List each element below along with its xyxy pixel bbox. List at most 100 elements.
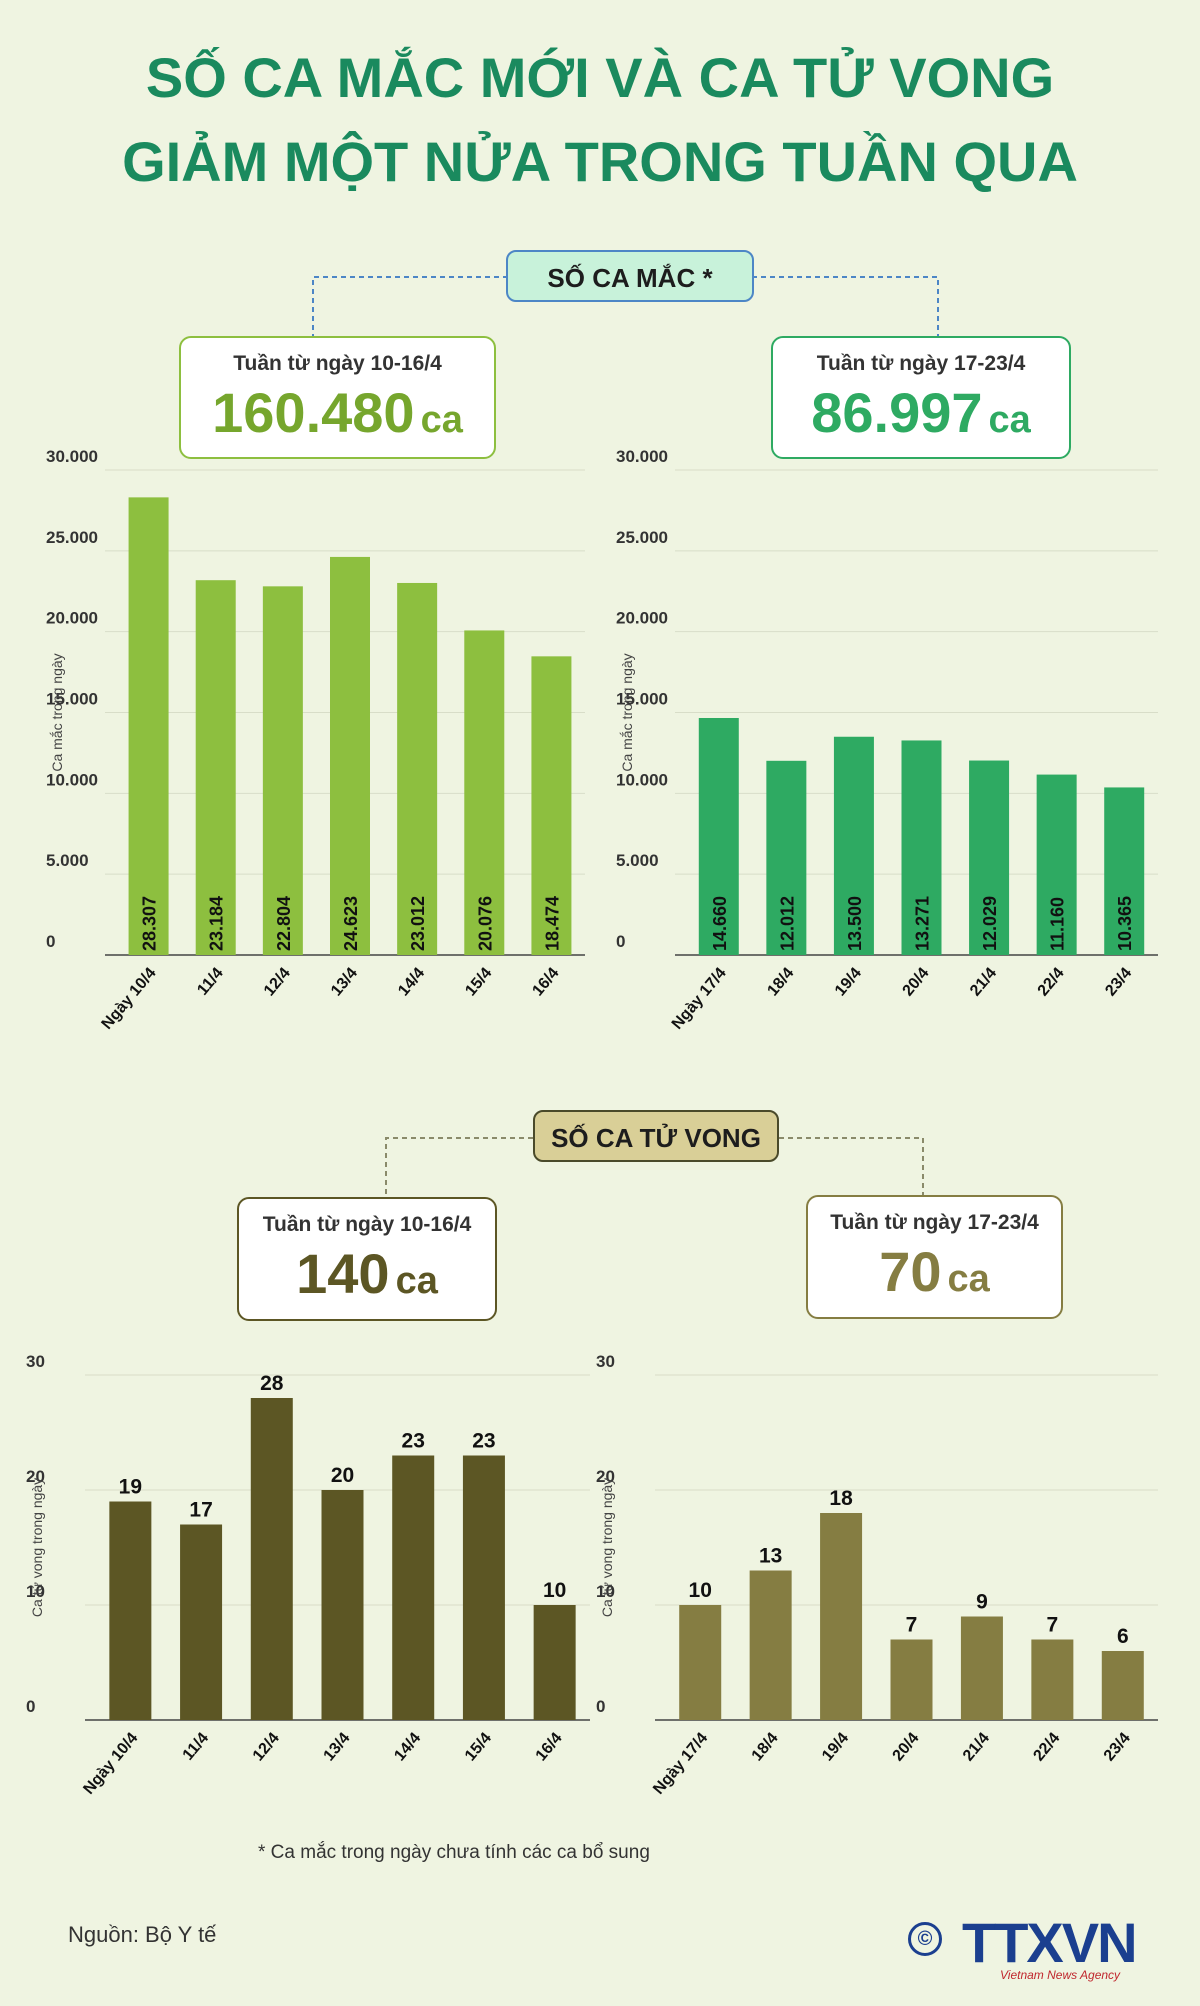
- cases-week1-total-value: 160.480: [212, 381, 415, 444]
- cases-w2-value-label: 13.500: [845, 896, 865, 951]
- cases-week1-unit: ca: [420, 399, 463, 441]
- deaths-w2-bar: [960, 1616, 1003, 1720]
- cases-w2-value-label: 12.012: [777, 896, 797, 951]
- cases-w2-category-label: 18/4: [764, 965, 797, 1000]
- y-tick-label: 20.000: [46, 609, 98, 628]
- deaths-w1-value-label: 10: [543, 1579, 566, 1602]
- y-tick-label: 25.000: [46, 528, 98, 547]
- title-line-1: SỐ CA MẮC MỚI VÀ CA TỬ VONG: [145, 46, 1055, 109]
- deaths-w1-category-label: 15/4: [462, 1730, 495, 1765]
- deaths-w2-value-label: 7: [906, 1614, 918, 1637]
- cases-w2-value-label: 14.660: [710, 896, 730, 951]
- deaths-w1-category-label: 12/4: [250, 1730, 283, 1765]
- cases-week2-total: 86.997 ca: [773, 380, 1069, 445]
- y-axis-label: Ca tử vong trong ngày: [29, 1478, 45, 1617]
- deaths-w2-value-label: 9: [976, 1591, 988, 1614]
- cases-w2-bar: [766, 760, 807, 955]
- cases-w2-category-label: 22/4: [1035, 965, 1068, 1000]
- copyright-icon: ©: [908, 1922, 942, 1956]
- title-line-2: GIẢM MỘT NỬA TRONG TUẦN QUA: [122, 130, 1078, 193]
- deaths-w2-category-label: 18/4: [749, 1730, 782, 1765]
- y-tick-label: 10.000: [616, 770, 668, 789]
- deaths-w2-bar: [820, 1513, 863, 1720]
- cases-w1-value-label: 28.307: [140, 896, 160, 951]
- cases-week2-box: Tuần từ ngày 17-23/4 86.997 ca: [771, 336, 1071, 459]
- cases-w1-category-label: 13/4: [328, 965, 361, 1000]
- deaths-week1-label: Tuần từ ngày 10-16/4: [262, 1213, 472, 1236]
- cases-w2-category-label: 19/4: [832, 965, 865, 1000]
- deaths-week2-total-value: 70: [879, 1240, 942, 1303]
- deaths-week1-chart: 0 10 20 30 Ca tử vong trong ngày 19 Ngày 10/4 1…: [26, 1352, 590, 1798]
- cases-w2-value-label: 10.365: [1115, 896, 1135, 951]
- cases-w1-category-label: 12/4: [261, 965, 294, 1000]
- deaths-w1-bar: [250, 1398, 293, 1720]
- deaths-w1-value-label: 20: [331, 1464, 354, 1487]
- y-tick-label: 0: [46, 932, 55, 951]
- cases-w1-bar: [397, 582, 438, 955]
- deaths-w2-bar: [1101, 1651, 1144, 1720]
- deaths-week2-box: Tuần từ ngày 17-23/4 70 ca: [806, 1195, 1063, 1319]
- cases-w1-value-label: 24.623: [341, 896, 361, 951]
- y-axis-label: Ca tử vong trong ngày: [599, 1478, 615, 1617]
- cases-week1-chart: 0 5.000 10.000 15.000 20.000 25.000 30.000 Ca m…: [46, 447, 585, 1033]
- y-axis-label: Ca mắc trong ngày: [619, 653, 635, 771]
- deaths-w1-bar: [180, 1524, 223, 1720]
- cases-w1-category-label: Ngày 10/4: [99, 965, 160, 1033]
- cases-section-label: SỐ CA MẮC *: [506, 250, 754, 302]
- cases-w1-category-label: 14/4: [395, 965, 428, 1000]
- y-tick-label: 30: [26, 1352, 45, 1371]
- cases-week2-total-value: 86.997: [811, 381, 983, 444]
- cases-week2-chart: 0 5.000 10.000 15.000 20.000 25.000 30.000 Ca m…: [616, 447, 1158, 1033]
- deaths-w2-value-label: 10: [689, 1579, 712, 1602]
- deaths-w1-category-label: Ngày 10/4: [80, 1730, 141, 1798]
- y-tick-label: 15.000: [616, 690, 668, 709]
- cases-w1-category-label: 16/4: [529, 965, 562, 1000]
- cases-w2-bar: [698, 717, 739, 955]
- deaths-w1-category-label: 11/4: [180, 1730, 213, 1764]
- cases-week2-label: Tuần từ ngày 17-23/4: [816, 352, 1026, 375]
- y-tick-label: 25.000: [616, 528, 668, 547]
- deaths-week1-total-value: 140: [296, 1242, 390, 1305]
- deaths-w1-value-label: 28: [260, 1372, 284, 1395]
- cases-week1-total: 160.480 ca: [181, 380, 494, 445]
- cases-w2-category-label: 23/4: [1102, 965, 1135, 1000]
- deaths-week1-box: Tuần từ ngày 10-16/4 140 ca: [237, 1197, 497, 1321]
- cases-w2-bar: [1036, 774, 1077, 955]
- y-tick-label: 10.000: [46, 770, 98, 789]
- y-axis-label: Ca mắc trong ngày: [49, 653, 65, 771]
- deaths-w2-value-label: 13: [759, 1545, 782, 1568]
- deaths-w2-bar: [890, 1639, 933, 1720]
- y-tick-label: 20: [26, 1467, 45, 1486]
- y-tick-label: 30.000: [46, 447, 98, 466]
- cases-w1-category-label: 11/4: [194, 965, 227, 999]
- deaths-w2-value-label: 7: [1047, 1614, 1059, 1637]
- cases-w1-value-label: 18.474: [542, 896, 562, 951]
- cases-w1-value-label: 22.804: [274, 896, 294, 951]
- y-tick-label: 30.000: [616, 447, 668, 466]
- deaths-week1-total: 140 ca: [239, 1241, 495, 1306]
- y-tick-label: 10: [26, 1582, 45, 1601]
- cases-week1-label: Tuần từ ngày 10-16/4: [233, 352, 442, 375]
- deaths-w2-category-label: 21/4: [960, 1730, 993, 1765]
- deaths-w2-category-label: Ngày 17/4: [650, 1730, 711, 1798]
- y-tick-label: 30: [596, 1352, 615, 1371]
- cases-w1-value-label: 23.184: [207, 896, 227, 951]
- deaths-w2-value-label: 18: [829, 1487, 853, 1510]
- y-tick-label: 0: [26, 1697, 35, 1716]
- cases-w2-category-label: 21/4: [967, 965, 1000, 1000]
- cases-week1-box: Tuần từ ngày 10-16/4 160.480 ca: [179, 336, 496, 459]
- y-tick-label: 20: [596, 1467, 615, 1486]
- deaths-w2-category-label: 22/4: [1030, 1730, 1063, 1765]
- deaths-w2-value-label: 6: [1117, 1625, 1129, 1648]
- cases-w2-value-label: 11.160: [1048, 897, 1068, 951]
- y-tick-label: 0: [596, 1697, 605, 1716]
- cases-connector-lines: [312, 276, 939, 336]
- deaths-w1-category-label: 14/4: [391, 1730, 424, 1765]
- deaths-w1-bar: [533, 1605, 576, 1720]
- cases-w2-bar: [969, 760, 1010, 955]
- deaths-w1-value-label: 17: [189, 1499, 212, 1522]
- cases-w1-bar: [330, 556, 370, 955]
- cases-w1-bar: [531, 656, 572, 955]
- deaths-w1-value-label: 19: [119, 1476, 142, 1499]
